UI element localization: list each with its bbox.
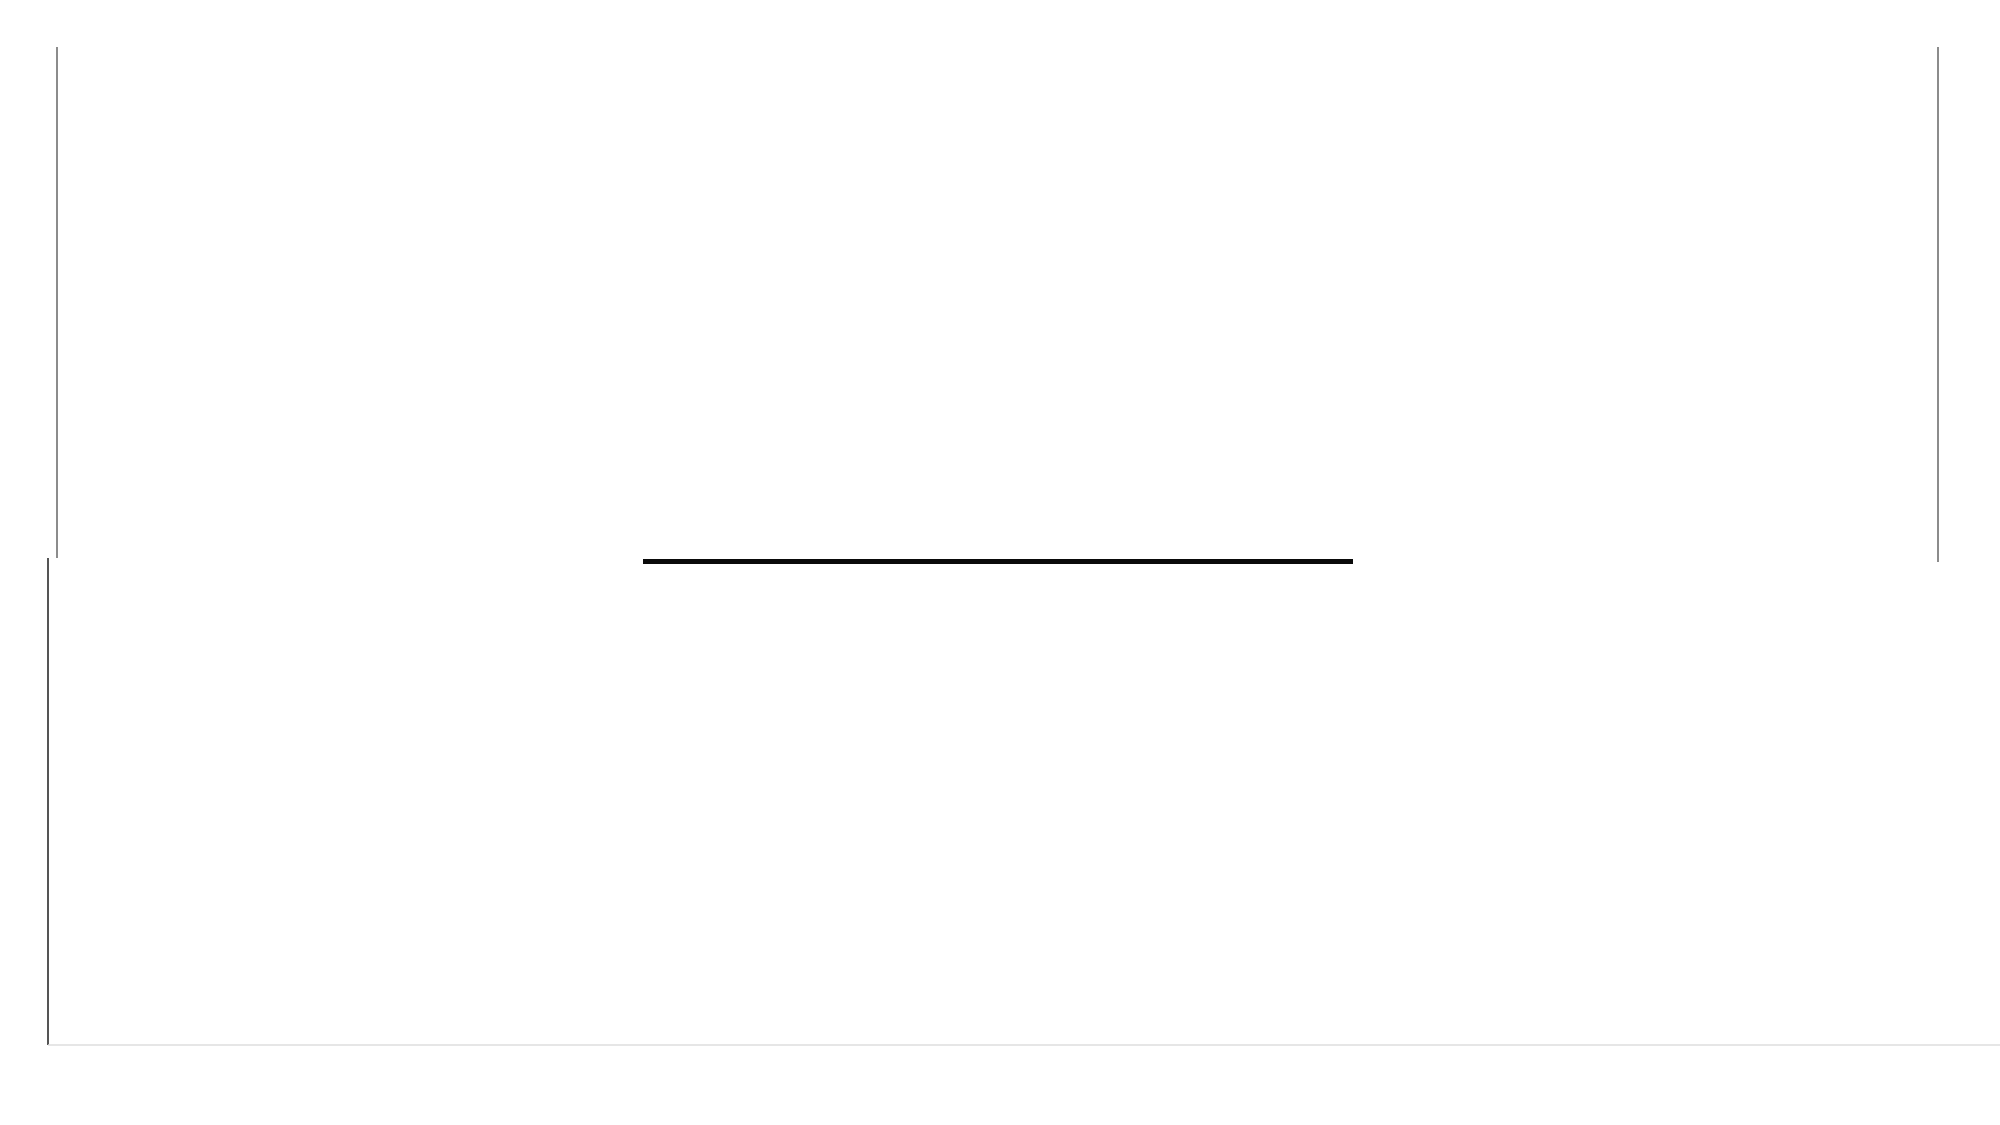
legend-marker-dot-blue xyxy=(998,15,1010,27)
legend-item-heart-rate xyxy=(832,15,844,27)
legend xyxy=(832,15,1010,27)
divider-line xyxy=(643,559,1353,564)
legend-item-wrist-heart-rate xyxy=(998,15,1010,27)
legend-marker-dot-red xyxy=(832,15,844,27)
bottom-chart xyxy=(0,558,2000,1125)
bottom-chart-background xyxy=(0,565,2000,1125)
top-chart xyxy=(56,15,1939,562)
